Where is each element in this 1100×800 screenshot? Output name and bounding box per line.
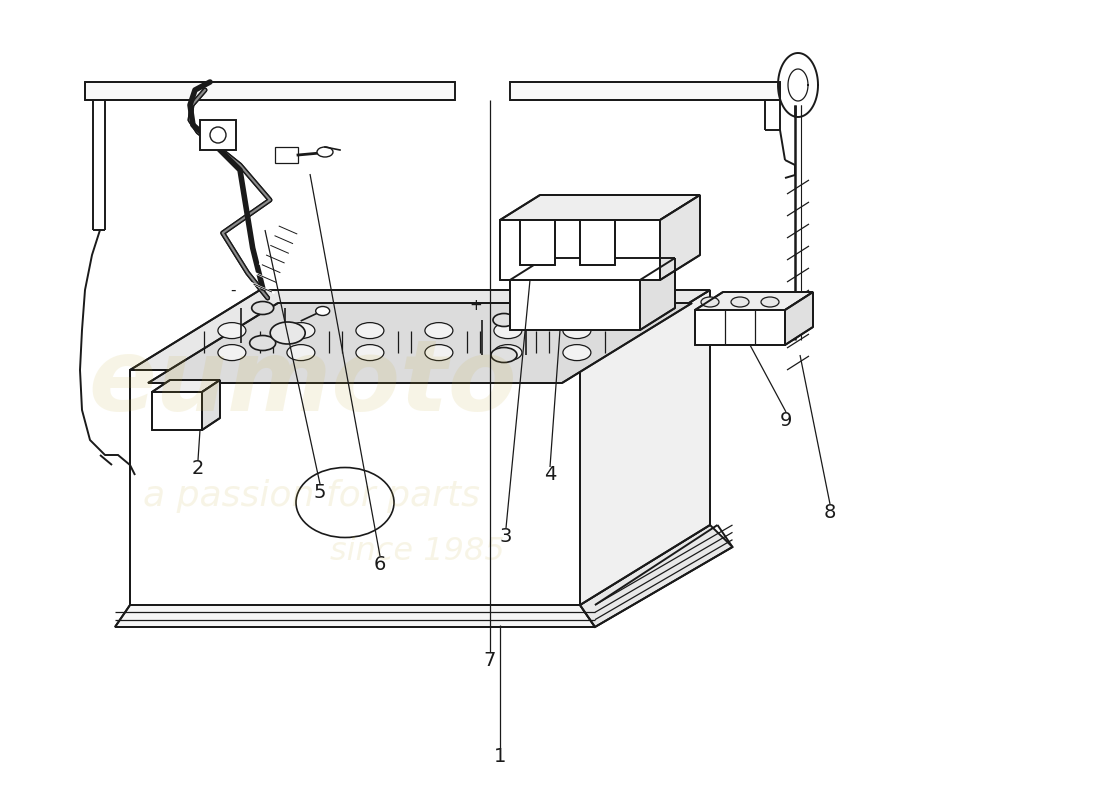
Ellipse shape [218, 345, 246, 361]
Polygon shape [510, 258, 675, 280]
Ellipse shape [252, 302, 274, 314]
Text: -: - [230, 282, 235, 298]
Ellipse shape [491, 347, 517, 362]
Ellipse shape [287, 322, 315, 338]
Polygon shape [785, 292, 813, 345]
Text: 8: 8 [824, 502, 836, 522]
Polygon shape [148, 303, 692, 383]
Polygon shape [200, 120, 236, 150]
Polygon shape [500, 220, 660, 280]
Ellipse shape [563, 322, 591, 338]
Text: since 1985: since 1985 [330, 537, 505, 567]
Ellipse shape [250, 335, 276, 350]
Polygon shape [275, 147, 298, 163]
Polygon shape [510, 82, 780, 100]
Polygon shape [640, 258, 675, 330]
Polygon shape [695, 292, 813, 310]
Ellipse shape [425, 345, 453, 361]
Text: a passion for parts: a passion for parts [143, 479, 480, 513]
Polygon shape [660, 195, 700, 280]
Text: 3: 3 [499, 526, 513, 546]
Polygon shape [116, 605, 595, 627]
Polygon shape [520, 220, 556, 265]
Polygon shape [152, 392, 202, 430]
Ellipse shape [296, 467, 394, 538]
Polygon shape [500, 195, 700, 220]
Ellipse shape [425, 322, 453, 338]
Polygon shape [130, 370, 580, 605]
Polygon shape [510, 280, 640, 330]
Polygon shape [152, 380, 220, 392]
Text: +: + [470, 298, 483, 313]
Ellipse shape [701, 297, 719, 307]
Ellipse shape [356, 345, 384, 361]
Ellipse shape [494, 345, 521, 361]
Polygon shape [85, 82, 455, 100]
Circle shape [210, 127, 225, 143]
Ellipse shape [287, 345, 315, 361]
Ellipse shape [316, 306, 330, 315]
Text: 1: 1 [494, 746, 506, 766]
Ellipse shape [271, 322, 305, 344]
Polygon shape [580, 290, 710, 605]
Polygon shape [580, 525, 733, 627]
Ellipse shape [493, 314, 515, 326]
Ellipse shape [218, 322, 246, 338]
Text: 2: 2 [191, 458, 205, 478]
Ellipse shape [356, 322, 384, 338]
Text: 9: 9 [780, 410, 792, 430]
Text: 7: 7 [484, 650, 496, 670]
Text: eumoto: eumoto [88, 335, 517, 433]
Ellipse shape [317, 147, 333, 157]
Ellipse shape [732, 297, 749, 307]
Polygon shape [695, 310, 785, 345]
Text: 4: 4 [543, 466, 557, 485]
Polygon shape [580, 220, 615, 265]
Text: 6: 6 [374, 554, 386, 574]
Ellipse shape [494, 322, 521, 338]
Ellipse shape [563, 345, 591, 361]
Polygon shape [130, 290, 710, 370]
Ellipse shape [761, 297, 779, 307]
Polygon shape [202, 380, 220, 430]
Text: 5: 5 [314, 482, 327, 502]
